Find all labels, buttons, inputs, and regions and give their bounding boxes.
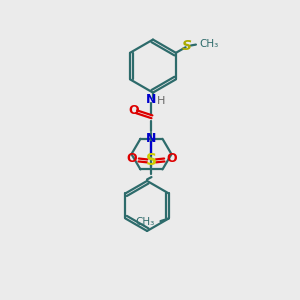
Text: CH₃: CH₃ (135, 217, 154, 227)
Text: CH₃: CH₃ (200, 39, 219, 49)
Text: O: O (166, 152, 176, 165)
Text: S: S (146, 152, 157, 167)
Text: S: S (182, 39, 192, 53)
Text: N: N (146, 93, 157, 106)
Text: O: O (126, 152, 137, 165)
Text: N: N (146, 132, 157, 145)
Text: H: H (157, 96, 165, 106)
Text: O: O (128, 104, 139, 117)
